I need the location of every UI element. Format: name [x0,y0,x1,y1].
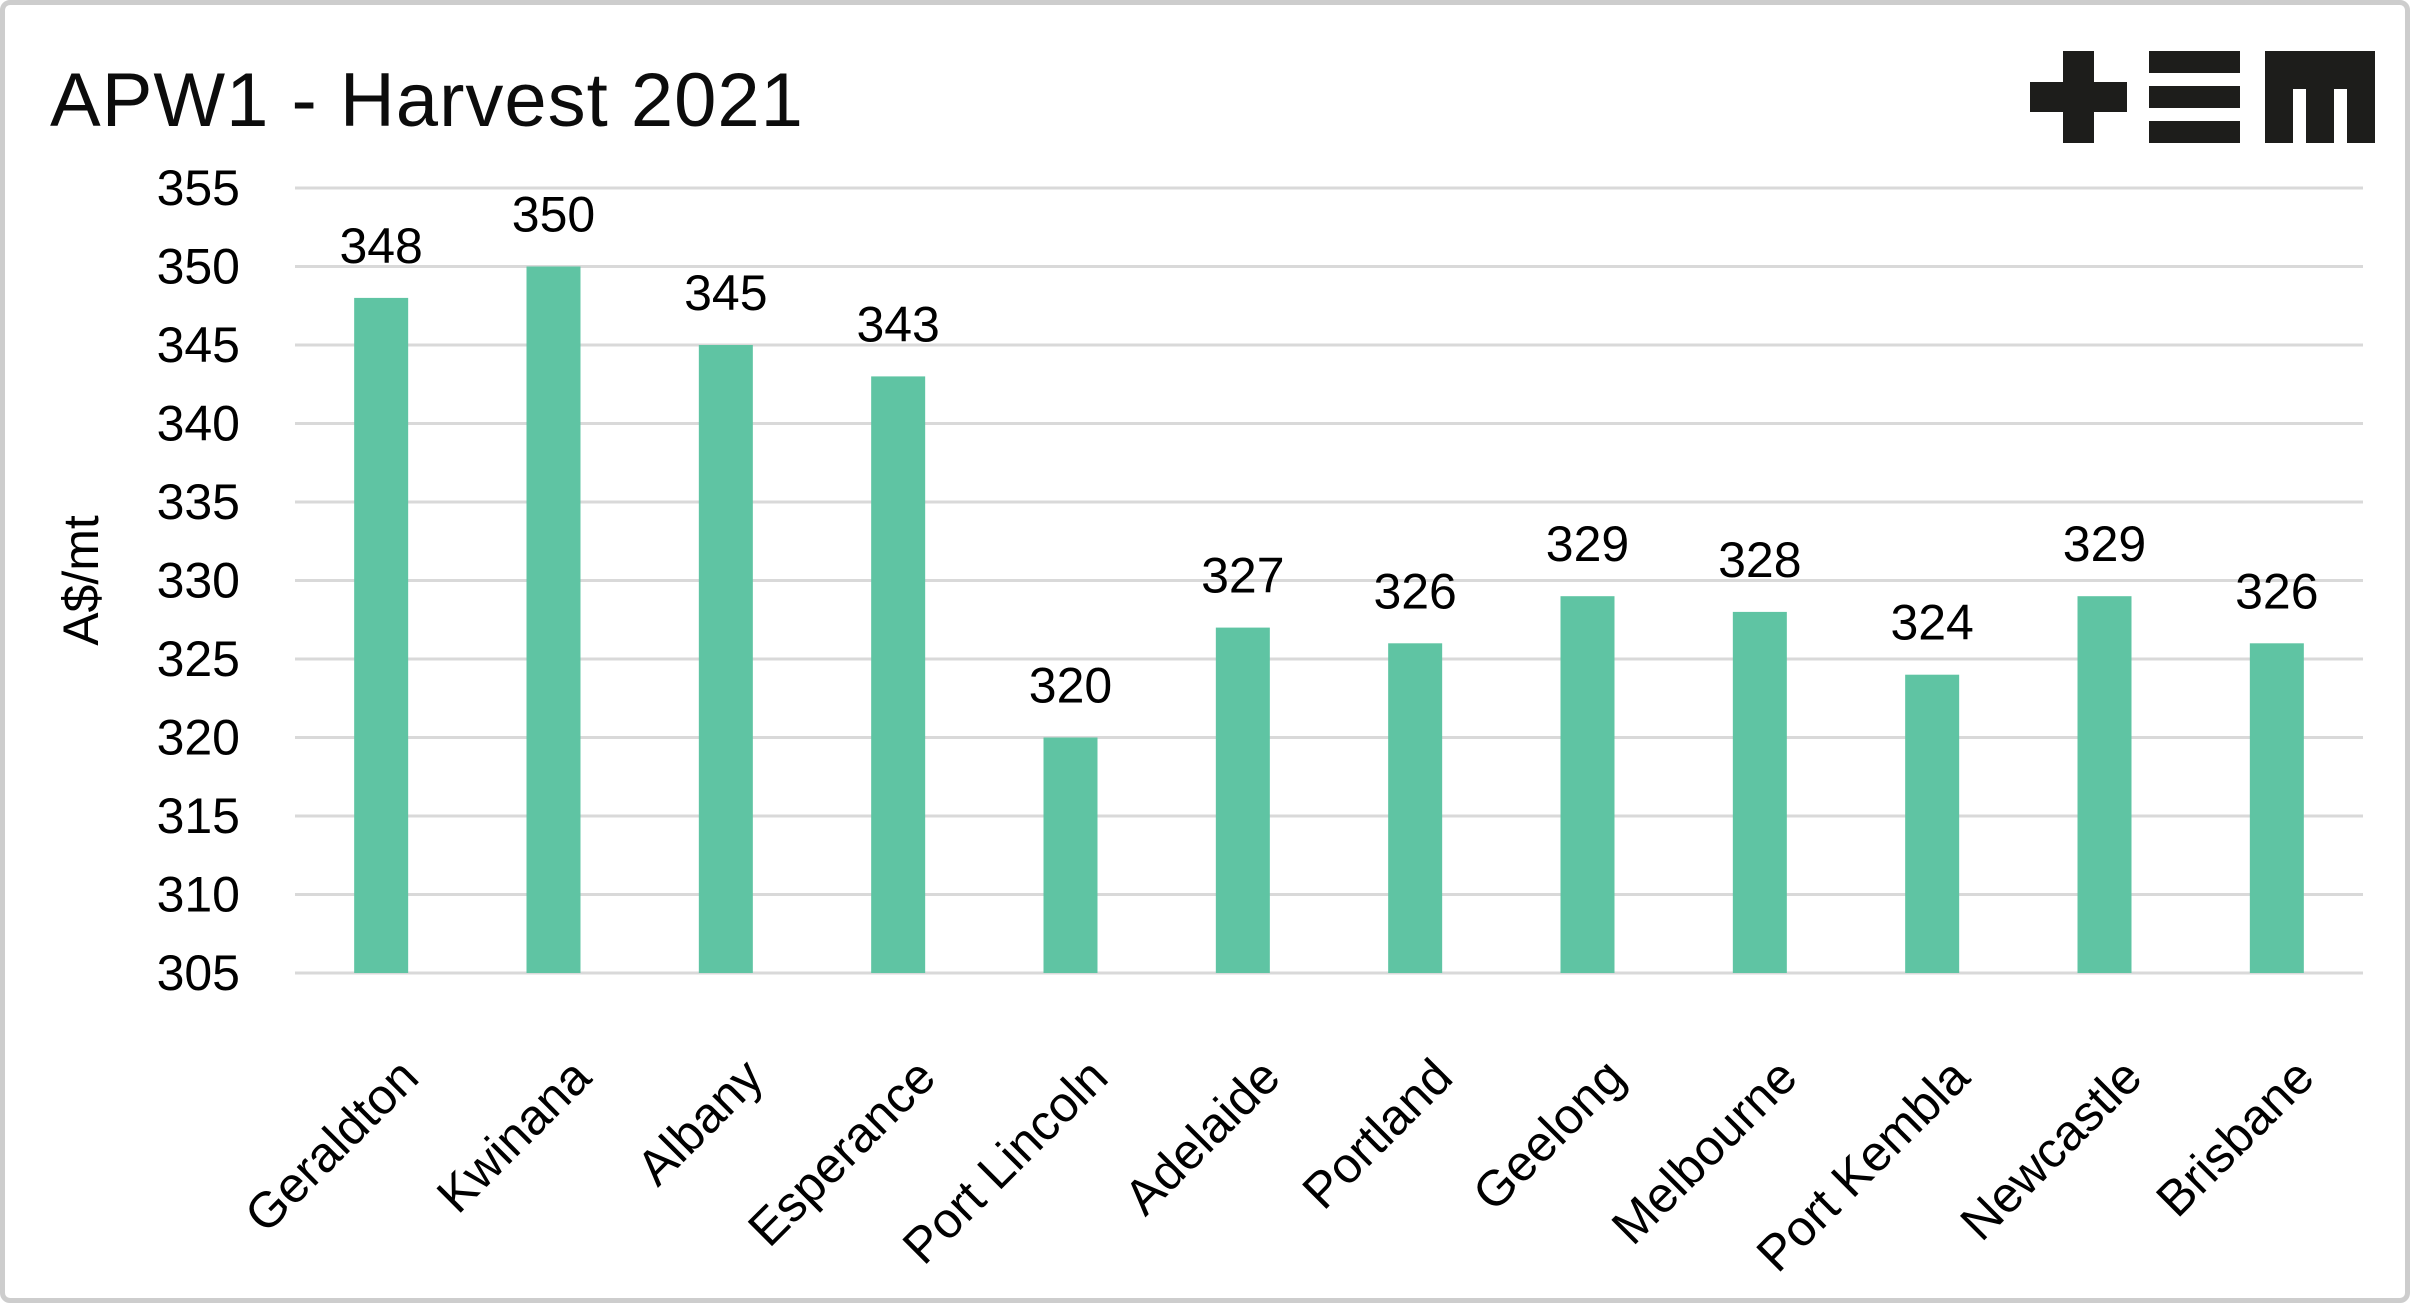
y-axis-tick-label: 345 [157,317,240,373]
x-axis-label-kwinana: Kwinana [426,1048,601,1223]
y-axis-tick-label: 310 [157,867,240,923]
bar-chart-canvas: 305 310 315 320 325 330 335 340 345 350 355 A$/mt 34… [53,160,2363,1282]
triple-bar-icon [2149,51,2240,143]
bar-value-label: 326 [2235,563,2318,619]
bar-value-label: 329 [2063,516,2146,572]
bar-geraldton [354,297,409,973]
x-axis-label-newcastle: Newcastle [1950,1048,2153,1251]
tem-logo [2030,51,2375,143]
plus-icon [2030,51,2127,143]
bar-geelong [1560,596,1615,973]
y-axis-tick-label: 320 [157,710,240,766]
bar-value-label: 326 [1373,563,1456,619]
x-axis-label-albany: Albany [626,1048,774,1196]
bar-port-kembla [1905,674,1960,973]
x-axis-label-portland: Portland [1292,1048,1463,1219]
bar-value-label: 345 [684,265,767,321]
bar-melbourne [1732,611,1787,973]
y-axis-tick-label: 340 [157,396,240,452]
y-axis-title: A$/mt [53,515,109,646]
bar-kwinana [526,266,581,973]
bar-brisbane [2249,643,2304,973]
x-axis-label-geraldton: Geraldton [234,1048,429,1243]
bar-value-label: 343 [856,296,939,352]
y-axis-tick-label: 305 [157,945,240,1001]
bar-value-label: 328 [1718,532,1801,588]
bar-albany [698,345,753,973]
bar-value-label: 329 [1546,516,1629,572]
y-axis-tick-label: 325 [157,631,240,687]
bar-adelaide [1215,627,1270,973]
bar-portland [1388,643,1443,973]
x-axis-label-geelong: Geelong [1462,1048,1635,1221]
y-axis-tick-label: 330 [157,553,240,609]
x-axis-label-adelaide: Adelaide [1113,1048,1290,1225]
bar-port-lincoln [1043,737,1098,973]
m-icon [2265,51,2375,143]
y-axis-tick-label: 355 [157,160,240,216]
x-axis-label-brisbane: Brisbane [2145,1048,2324,1227]
y-axis-tick-label: 335 [157,474,240,530]
y-axis-tick-label: 315 [157,788,240,844]
bar-esperance [871,376,926,973]
bar-newcastle [2077,596,2132,973]
bar-value-label: 324 [1890,595,1973,651]
chart-title: APW1 - Harvest 2021 [50,58,804,143]
bar-value-label: 350 [512,187,595,243]
bar-value-label: 348 [339,218,422,274]
bar-value-label: 327 [1201,548,1284,604]
bar-value-label: 320 [1029,658,1112,714]
y-axis-tick-label: 350 [157,239,240,295]
